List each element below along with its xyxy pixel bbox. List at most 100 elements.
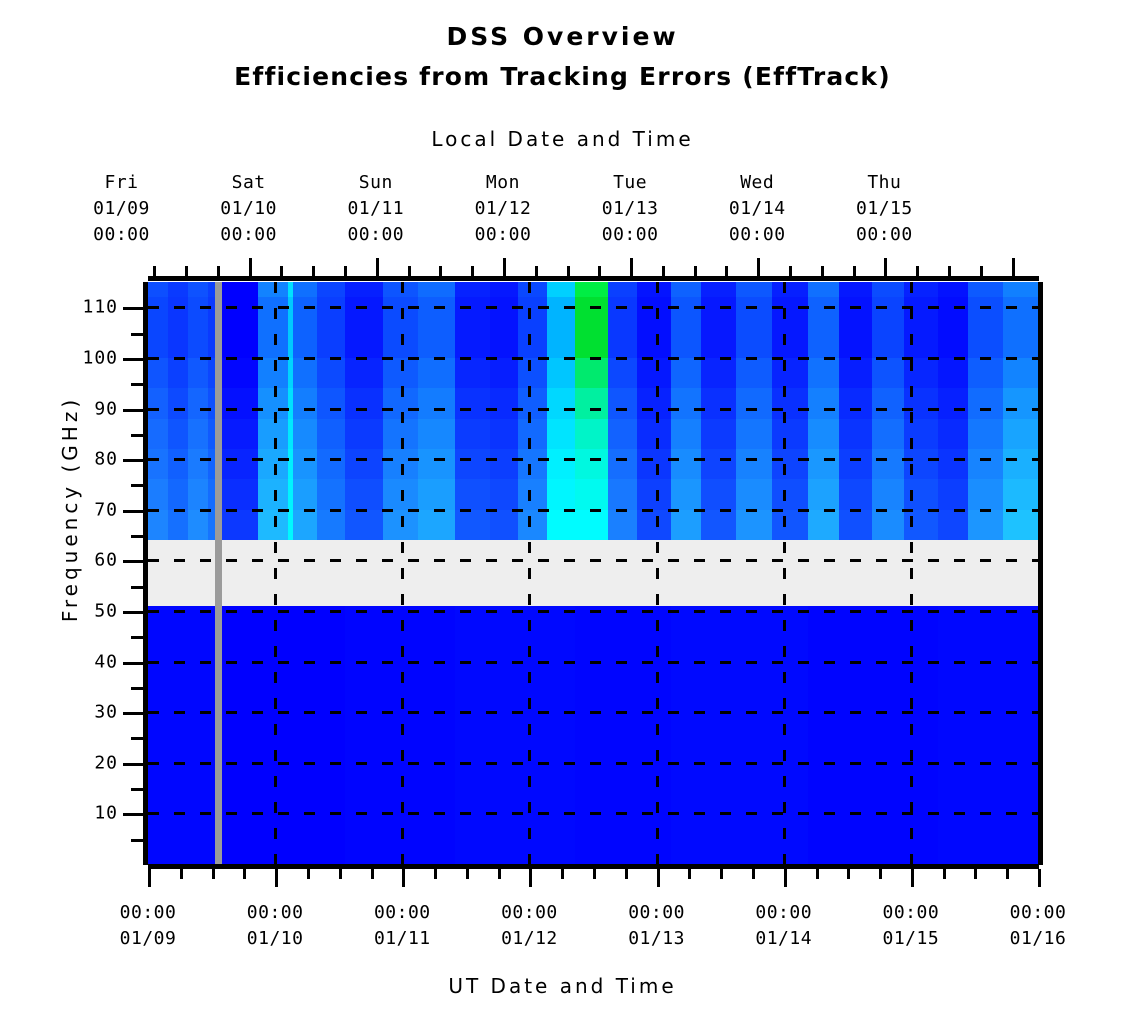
heatmap-cell bbox=[344, 418, 383, 449]
heatmap-cell bbox=[287, 357, 293, 389]
top-tick-label: Tue 01/13 00:00 bbox=[602, 170, 659, 248]
bottom-tick-date: 01/11 bbox=[373, 928, 431, 949]
heatmap-cell bbox=[700, 479, 737, 510]
heatmap-cell bbox=[670, 357, 701, 389]
heatmap-column bbox=[168, 282, 188, 541]
axis-tick bbox=[275, 869, 279, 887]
heatmap-cell bbox=[872, 282, 904, 298]
top-tick-time: 00:00 bbox=[728, 224, 786, 245]
heatmap-column bbox=[808, 282, 839, 541]
heatmap-cell bbox=[838, 388, 872, 419]
y-tick-label: 30 bbox=[94, 701, 118, 723]
heatmap-column bbox=[222, 605, 345, 864]
gridline-vertical bbox=[528, 282, 532, 864]
heatmap-cell bbox=[771, 449, 808, 480]
top-tick-date: 01/09 bbox=[93, 198, 150, 219]
bottom-tick-label: 00:00 01/10 bbox=[247, 900, 304, 952]
heatmap-plot[interactable] bbox=[148, 282, 1038, 864]
heatmap-cell bbox=[608, 449, 637, 480]
heatmap-cell bbox=[546, 418, 576, 449]
heatmap-cell bbox=[937, 357, 968, 389]
axis-tick bbox=[879, 869, 883, 879]
heatmap-column bbox=[872, 282, 904, 541]
heatmap-cell bbox=[575, 449, 609, 480]
axis-tick bbox=[688, 869, 692, 879]
heatmap-cell bbox=[575, 282, 609, 298]
heatmap-cell bbox=[808, 297, 839, 328]
heatmap-cell bbox=[575, 357, 609, 389]
heatmap-cell bbox=[937, 388, 968, 419]
heatmap-cell bbox=[872, 479, 904, 510]
heatmap-cell bbox=[736, 479, 772, 510]
heatmap-cell bbox=[258, 418, 288, 449]
heatmap-cell bbox=[517, 509, 547, 541]
heatmap-cell bbox=[287, 509, 293, 541]
heatmap-cell bbox=[517, 388, 547, 419]
heatmap-cell bbox=[903, 509, 938, 541]
heatmap-cell bbox=[207, 297, 215, 328]
heatmap-column bbox=[454, 605, 575, 864]
axis-tick bbox=[179, 869, 183, 879]
heatmap-cell bbox=[575, 327, 609, 358]
axis-tick bbox=[153, 266, 157, 276]
heatmap-cell bbox=[344, 282, 383, 298]
heatmap-cell bbox=[736, 509, 772, 541]
heatmap-cell bbox=[454, 297, 491, 328]
axis-tick bbox=[131, 838, 143, 842]
heatmap-cell bbox=[517, 418, 547, 449]
axis-tick bbox=[656, 869, 660, 887]
heatmap-cell bbox=[736, 418, 772, 449]
heatmap-cell bbox=[382, 509, 419, 541]
heatmap-cell bbox=[490, 509, 518, 541]
heatmap-cell bbox=[937, 449, 968, 480]
heatmap-cell bbox=[700, 418, 737, 449]
heatmap-column bbox=[700, 282, 737, 541]
heatmap-cell bbox=[517, 479, 547, 510]
heatmap-cell bbox=[382, 282, 419, 298]
heatmap-column bbox=[636, 282, 671, 541]
gridline-horizontal bbox=[148, 660, 1038, 664]
bottom-tick-time: 00:00 bbox=[628, 902, 685, 923]
heatmap-cell bbox=[258, 388, 288, 419]
axis-tick bbox=[497, 869, 501, 879]
heatmap-cell bbox=[168, 327, 188, 358]
axis-tick bbox=[338, 869, 342, 879]
axis-tick bbox=[534, 266, 538, 276]
heatmap-cell bbox=[207, 327, 215, 358]
heatmap-cell bbox=[148, 327, 169, 358]
axis-tick bbox=[131, 383, 143, 387]
axis-tick bbox=[123, 610, 143, 614]
heatmap-cell bbox=[903, 418, 938, 449]
heatmap-column bbox=[418, 282, 455, 541]
heatmap-cell bbox=[207, 357, 215, 389]
heatmap-cell bbox=[937, 479, 968, 510]
heatmap-cell bbox=[418, 479, 455, 510]
axis-tick bbox=[211, 869, 215, 879]
heatmap-cell bbox=[670, 282, 701, 298]
heatmap-cell bbox=[454, 418, 491, 449]
heatmap-cell bbox=[418, 282, 455, 298]
heatmap-cell bbox=[736, 282, 772, 298]
gridline-horizontal bbox=[148, 761, 1038, 765]
heatmap-cell bbox=[454, 449, 491, 480]
heatmap-column bbox=[317, 282, 345, 541]
bottom-tick-date: 01/15 bbox=[882, 928, 940, 949]
top-tick-date: 01/15 bbox=[856, 198, 913, 219]
gridline-vertical bbox=[274, 282, 278, 864]
heatmap-column bbox=[575, 605, 671, 864]
heatmap-cell bbox=[258, 327, 288, 358]
heatmap-cell bbox=[344, 479, 383, 510]
bottom-axis-title: UT Date and Time bbox=[448, 974, 677, 998]
heatmap-cell bbox=[222, 418, 258, 449]
heatmap-cell bbox=[872, 327, 904, 358]
bottom-tick-label: 00:00 01/15 bbox=[883, 900, 940, 952]
axis-tick bbox=[566, 266, 570, 276]
heatmap-cell bbox=[148, 282, 169, 298]
heatmap-cell bbox=[808, 327, 839, 358]
axis-tick bbox=[852, 266, 856, 276]
heatmap-cell bbox=[771, 509, 808, 541]
axis-spine-right bbox=[1038, 282, 1043, 865]
top-tick-date: 01/10 bbox=[220, 198, 277, 219]
heatmap-cell bbox=[517, 449, 547, 480]
heatmap-cell bbox=[636, 479, 671, 510]
